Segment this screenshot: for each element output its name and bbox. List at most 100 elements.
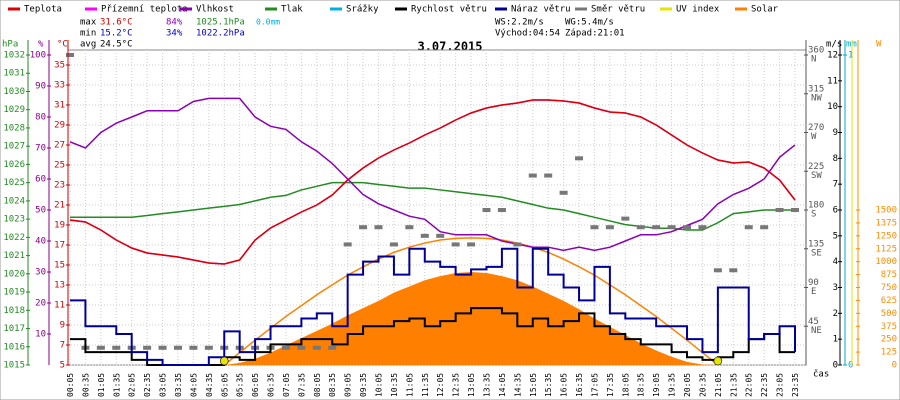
y-tick-label: 21 bbox=[54, 201, 65, 211]
stat: 84% bbox=[166, 18, 183, 28]
stat: 1022.2hPa bbox=[196, 29, 245, 39]
y-tick-label: 10 bbox=[35, 330, 46, 340]
x-tick-label: 07:05 bbox=[282, 373, 291, 397]
y-tick-label: 360 bbox=[808, 46, 824, 56]
stat: 0.0mm bbox=[256, 18, 280, 27]
x-tick-label: 23:35 bbox=[791, 373, 800, 397]
x-tick-label: 08:35 bbox=[328, 373, 337, 397]
x-tick-label: 02:35 bbox=[143, 373, 152, 397]
direction-dot bbox=[544, 173, 553, 178]
x-tick-label: 09:05 bbox=[344, 373, 353, 397]
legend-label: Přízemní teplota bbox=[101, 5, 188, 15]
y-tick-label: 1024 bbox=[3, 196, 25, 206]
direction-dot bbox=[143, 345, 152, 350]
y-tick-label: 13 bbox=[54, 281, 65, 291]
y-tick-label: 1031 bbox=[3, 69, 25, 79]
y-tick-label: 1 bbox=[848, 51, 853, 61]
x-tick-label: 13:05 bbox=[467, 373, 476, 397]
x-tick-label: 15:05 bbox=[529, 373, 538, 397]
x-tick-label: 03:05 bbox=[159, 373, 168, 397]
x-tick-label: 18:05 bbox=[621, 373, 630, 397]
y-tick-label: 2 bbox=[833, 309, 838, 319]
stat: WS:2.2m/s bbox=[495, 18, 544, 28]
legend-label: Srážky bbox=[346, 5, 379, 15]
y-tick-label: 19 bbox=[54, 221, 65, 231]
y-tick-label: 7 bbox=[833, 180, 838, 190]
y-tick-label: 5 bbox=[833, 231, 838, 241]
axis-unit: % bbox=[38, 40, 44, 50]
direction-dot bbox=[281, 345, 290, 350]
direction-dot bbox=[112, 345, 121, 350]
direction-dot bbox=[744, 225, 753, 230]
y-tick-label: 1018 bbox=[3, 306, 25, 316]
x-tick-label: 06:05 bbox=[251, 373, 260, 397]
x-tick-label: 19:35 bbox=[668, 373, 677, 397]
x-tick-label: 13:35 bbox=[482, 373, 491, 397]
direction-dot bbox=[328, 345, 337, 350]
x-tick-label: 11:05 bbox=[405, 373, 414, 397]
x-tick-label: 05:35 bbox=[236, 373, 245, 397]
direction-dot bbox=[513, 242, 522, 247]
direction-dot bbox=[436, 233, 445, 238]
y-tick-label: E bbox=[811, 287, 816, 297]
stat: avg bbox=[80, 40, 96, 50]
direction-dot bbox=[636, 225, 645, 230]
y-tick-label: SW bbox=[811, 171, 822, 181]
y-tick-label: 15 bbox=[54, 261, 65, 271]
x-tick-label: 16:35 bbox=[575, 373, 584, 397]
y-tick-label: S bbox=[811, 210, 816, 220]
y-tick-label: 1500 bbox=[875, 206, 897, 216]
x-tick-label: 08:05 bbox=[313, 373, 322, 397]
y-tick-label: 1027 bbox=[3, 142, 25, 152]
x-tick-label: 06:35 bbox=[267, 373, 276, 397]
solar-area bbox=[70, 272, 795, 365]
uv-point bbox=[713, 356, 723, 366]
x-tick-label: 10:05 bbox=[375, 373, 384, 397]
y-tick-label: W bbox=[811, 132, 817, 142]
x-tick-label: 21:05 bbox=[714, 373, 723, 397]
y-tick-label: NW bbox=[811, 93, 822, 103]
direction-dot bbox=[652, 225, 661, 230]
y-tick-label: 625 bbox=[881, 296, 897, 306]
y-tick-label: 8 bbox=[833, 154, 838, 164]
direction-dot bbox=[173, 345, 182, 350]
direction-dot bbox=[467, 242, 476, 247]
y-tick-label: 1021 bbox=[3, 251, 25, 261]
y-tick-label: 17 bbox=[54, 241, 65, 251]
y-tick-label: 60 bbox=[35, 175, 46, 185]
direction-dot bbox=[775, 208, 784, 212]
y-tick-label: 70 bbox=[35, 144, 46, 154]
x-tick-label: 22:35 bbox=[760, 373, 769, 397]
x-tick-label: 11:35 bbox=[421, 373, 430, 397]
direction-dot bbox=[528, 173, 537, 178]
y-tick-label: 1016 bbox=[3, 342, 25, 352]
y-tick-label: 1250 bbox=[875, 231, 897, 241]
y-tick-label: 250 bbox=[881, 335, 897, 345]
y-tick-label: 1020 bbox=[3, 269, 25, 279]
x-tick-label: 07:35 bbox=[297, 373, 306, 397]
direction-dot bbox=[713, 268, 722, 273]
x-tick-label: 17:35 bbox=[606, 373, 615, 397]
x-tick-label: 00:05 bbox=[66, 373, 75, 397]
direction-dot bbox=[96, 345, 105, 350]
y-tick-label: 1019 bbox=[3, 288, 25, 298]
legend-label: Tlak bbox=[281, 5, 303, 15]
y-tick-label: 315 bbox=[808, 84, 824, 94]
y-tick-label: 5 bbox=[60, 361, 65, 371]
series-line bbox=[70, 247, 796, 366]
x-tick-label: 14:35 bbox=[513, 373, 522, 397]
y-tick-label: 45 bbox=[808, 317, 819, 327]
legend-label: Vlhkost bbox=[196, 5, 234, 15]
direction-dot bbox=[389, 242, 398, 247]
y-tick-label: 7 bbox=[60, 341, 65, 351]
direction-dot bbox=[667, 225, 676, 230]
direction-dot bbox=[66, 53, 74, 57]
x-tick-label: 18:35 bbox=[637, 373, 646, 397]
direction-dot bbox=[683, 225, 692, 230]
direction-dot bbox=[791, 208, 799, 212]
direction-dot bbox=[605, 225, 614, 230]
y-tick-label: 20 bbox=[35, 299, 46, 309]
legend-label: Rychlost větru bbox=[411, 5, 487, 15]
y-tick-label: 1032 bbox=[3, 51, 25, 61]
